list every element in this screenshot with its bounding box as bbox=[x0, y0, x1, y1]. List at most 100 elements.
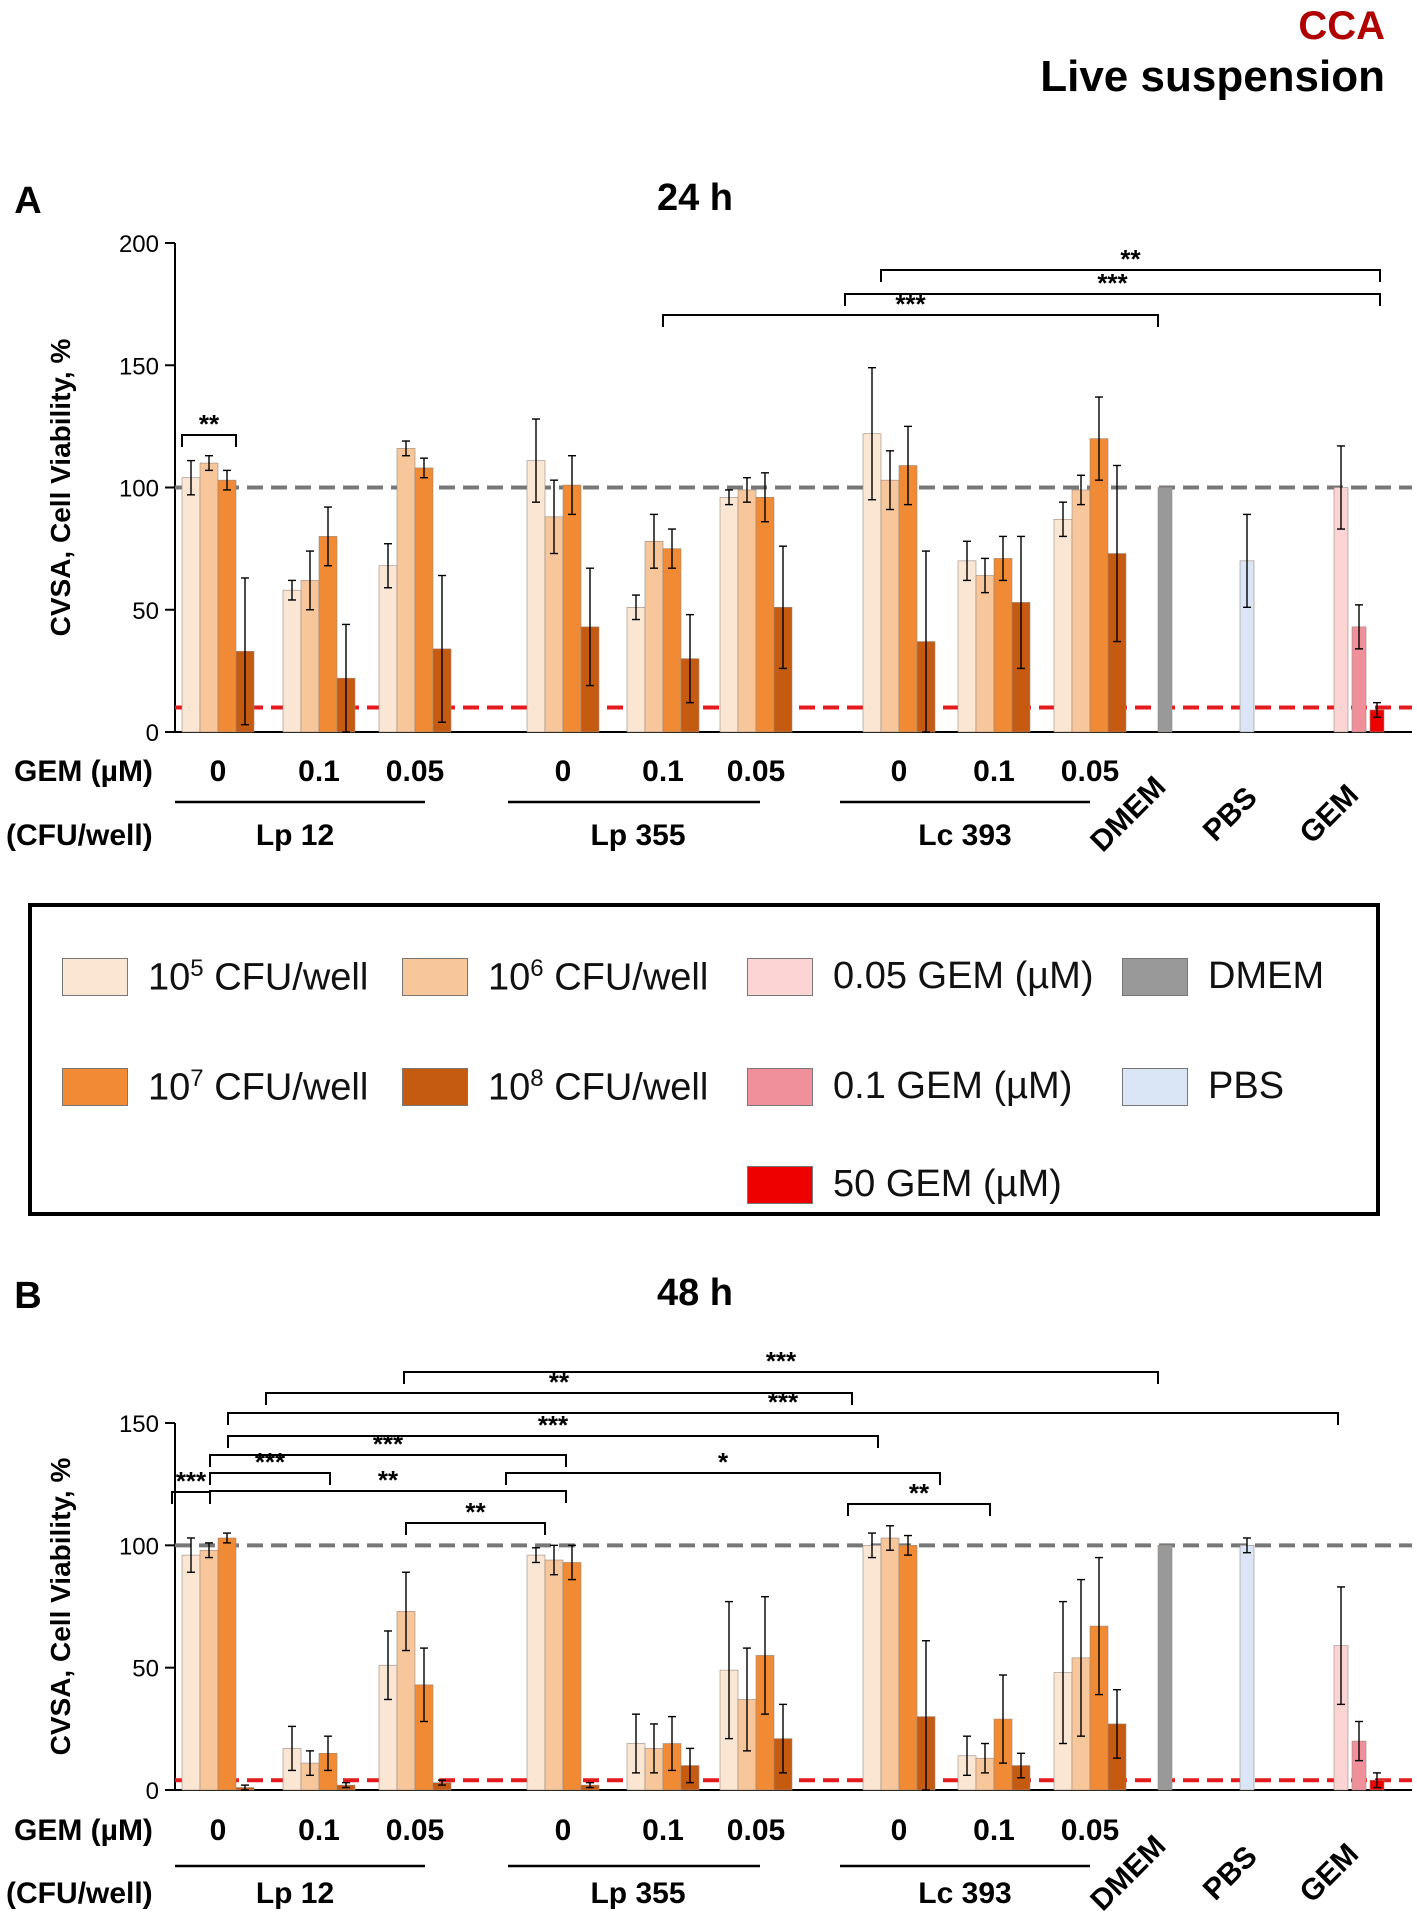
legend-item: 106 CFU/well bbox=[402, 955, 708, 1000]
panel-a-cfu-row-label: (CFU/well) bbox=[6, 819, 153, 852]
panel-a-title: 24 h bbox=[657, 177, 733, 219]
legend-item: 50 GEM (µM) bbox=[747, 1163, 1062, 1206]
panel-b-gem-level-label: 0.1 bbox=[298, 1814, 340, 1847]
panel-a-gem-level-label: 0.1 bbox=[642, 755, 684, 788]
panel-a-bar bbox=[975, 575, 995, 733]
legend-label-base: 10 bbox=[148, 1066, 191, 1109]
panel-b-bar bbox=[880, 1537, 900, 1791]
panel-b-bar bbox=[544, 1559, 564, 1791]
panel-a-control-bar-dmem bbox=[1157, 487, 1173, 733]
panel-a-significance-bracket bbox=[880, 269, 1381, 282]
legend-label: 50 GEM (µM) bbox=[833, 1163, 1062, 1206]
panel-a-bar bbox=[1053, 518, 1073, 733]
panel-b-gem-row-label: GEM (µM) bbox=[14, 1814, 153, 1847]
legend-label-exponent: 6 bbox=[530, 955, 544, 982]
legend-swatch bbox=[747, 957, 813, 996]
panel-b-y-tick-label: 50 bbox=[132, 1656, 159, 1683]
panel-b-significance-bracket bbox=[405, 1522, 546, 1535]
panel-a-strain-label: Lc 393 bbox=[918, 819, 1011, 852]
panel-b-significance-label: *** bbox=[766, 1346, 797, 1376]
header-title-cca: CCA bbox=[1298, 4, 1385, 48]
panel-b-significance-bracket bbox=[227, 1412, 1339, 1425]
panel-a-significance-label: *** bbox=[1097, 268, 1128, 298]
panel-a-gem-level-label: 0.05 bbox=[727, 755, 785, 788]
legend-swatch bbox=[402, 1068, 468, 1107]
panel-a-strain-label: Lp 12 bbox=[256, 819, 334, 852]
panel-a-y-axis-label: CVSA, Cell Viability, % bbox=[45, 339, 76, 637]
legend-label-text: PBS bbox=[1208, 1065, 1285, 1107]
header-title-live-suspension: Live suspension bbox=[1040, 52, 1385, 101]
panel-a-gem-level-label: 0 bbox=[891, 755, 908, 788]
legend-label-text: 50 GEM (µM) bbox=[833, 1163, 1062, 1205]
panel-b-gem-level-label: 0.1 bbox=[642, 1814, 684, 1847]
panel-b-significance-bracket bbox=[209, 1454, 567, 1467]
panel-a-bar bbox=[644, 540, 664, 733]
legend-label-exponent: 5 bbox=[190, 955, 204, 982]
panel-a-gem-level-label: 0.05 bbox=[1061, 755, 1119, 788]
panel-b-bar bbox=[862, 1545, 882, 1791]
panel-b-significance-bracket bbox=[209, 1472, 331, 1485]
panel-a-bar bbox=[626, 607, 646, 733]
panel-b-control-bar-pbs bbox=[1239, 1545, 1255, 1791]
panel-a-y-tick-label: 150 bbox=[119, 353, 159, 380]
panel-a-bar bbox=[737, 489, 757, 733]
panel-a-bar bbox=[181, 477, 201, 733]
panel-b-control-bar-dmem bbox=[1157, 1545, 1173, 1791]
panel-a-bar bbox=[880, 479, 900, 733]
panel-b-title: 48 h bbox=[657, 1272, 733, 1314]
panel-a-gem-level-label: 0 bbox=[210, 755, 227, 788]
legend-swatch bbox=[62, 958, 128, 997]
legend-swatch bbox=[402, 958, 468, 997]
panel-a-letter: A bbox=[14, 180, 41, 222]
panel-a-bar bbox=[414, 467, 434, 733]
legend-item: 107 CFU/well bbox=[62, 1065, 368, 1110]
panel-b-significance-label: *** bbox=[538, 1410, 569, 1440]
panel-b-bar bbox=[199, 1549, 219, 1791]
legend-label-text: CFU/well bbox=[203, 956, 369, 999]
panel-a-gem-level-label: 0.1 bbox=[973, 755, 1015, 788]
panel-b-gem-level-label: 0 bbox=[891, 1814, 908, 1847]
panel-b-gem-level-label: 0.05 bbox=[386, 1814, 444, 1847]
legend-box: 105 CFU/well 106 CFU/well 0.05 GEM (µM) DME… bbox=[28, 903, 1380, 1216]
panel-b-significance-bracket bbox=[227, 1435, 879, 1448]
legend-label-base: 10 bbox=[488, 956, 531, 999]
panel-a-strain-label: Lp 355 bbox=[590, 819, 685, 852]
panel-a-significance-label: ** bbox=[199, 409, 220, 439]
legend-swatch bbox=[747, 1165, 813, 1204]
panel-b-significance-bracket bbox=[265, 1392, 853, 1405]
panel-b-significance-bracket bbox=[505, 1472, 941, 1485]
panel-a-bar bbox=[199, 462, 219, 733]
panel-b-bar bbox=[526, 1554, 546, 1791]
panel-a-bar bbox=[898, 465, 918, 733]
panel-b-control-label-gem: GEM bbox=[1293, 1837, 1365, 1909]
panel-a-significance-bracket bbox=[181, 434, 237, 447]
legend-item: DMEM bbox=[1122, 955, 1324, 998]
legend-item: 0.1 GEM (µM) bbox=[747, 1065, 1072, 1108]
panel-b-y-tick-label: 0 bbox=[146, 1778, 159, 1805]
legend-swatch bbox=[747, 1067, 813, 1106]
legend-label-text: 0.1 GEM (µM) bbox=[833, 1065, 1073, 1107]
panel-b-control-label-pbs: PBS bbox=[1197, 1840, 1264, 1907]
legend-label: 108 CFU/well bbox=[488, 1065, 708, 1110]
panel-b-bar bbox=[898, 1545, 918, 1791]
legend-label: 0.05 GEM (µM) bbox=[833, 955, 1094, 998]
panel-b-gem-level-label: 0.1 bbox=[973, 1814, 1015, 1847]
panel-a-significance-bracket bbox=[662, 314, 1159, 327]
panel-b-significance-label: ** bbox=[909, 1478, 930, 1508]
panel-b-y-tick-label: 100 bbox=[119, 1533, 159, 1560]
panel-b-significance-bracket bbox=[847, 1503, 991, 1516]
panel-b-bar bbox=[217, 1537, 237, 1791]
legend-label-exponent: 8 bbox=[530, 1065, 544, 1092]
panel-a-gem-level-label: 0 bbox=[555, 755, 572, 788]
legend-swatch bbox=[1122, 1067, 1188, 1106]
panel-b-strain-label: Lp 12 bbox=[256, 1877, 334, 1910]
panel-b-significance-label: *** bbox=[373, 1429, 404, 1459]
legend-label-text: CFU/well bbox=[203, 1066, 369, 1109]
legend-label-text: CFU/well bbox=[543, 956, 709, 999]
panel-b-gem-level-label: 0 bbox=[210, 1814, 227, 1847]
legend-label: 106 CFU/well bbox=[488, 955, 708, 1000]
legend-label: 0.1 GEM (µM) bbox=[833, 1065, 1072, 1108]
panel-a-bar bbox=[217, 479, 237, 733]
panel-a-gem-row-label: GEM (µM) bbox=[14, 755, 153, 788]
